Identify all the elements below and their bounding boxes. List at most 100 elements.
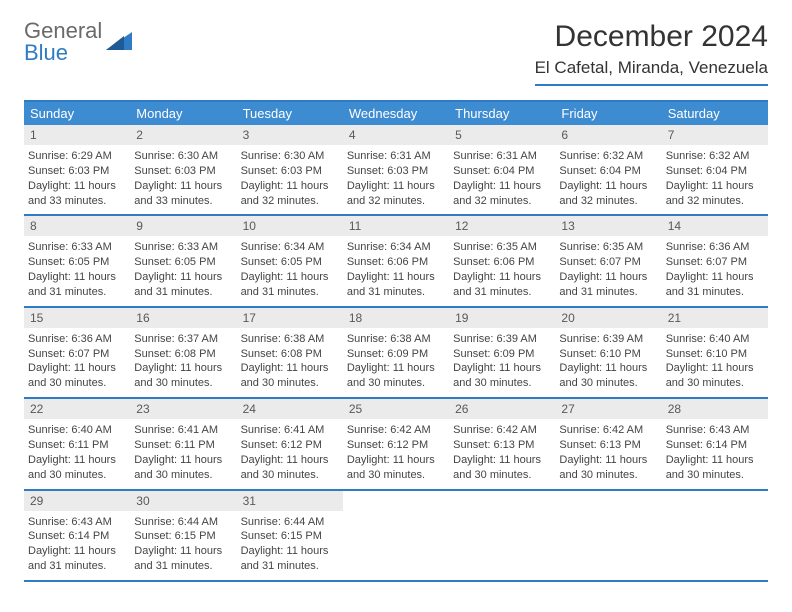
daylight-text: Daylight: 11 hours and 31 minutes. [28, 270, 126, 300]
week-row: 29Sunrise: 6:43 AMSunset: 6:14 PMDayligh… [24, 491, 768, 582]
day-header: Saturday [662, 102, 768, 125]
daylight-text: Daylight: 11 hours and 30 minutes. [241, 453, 339, 483]
daylight-text: Daylight: 11 hours and 31 minutes. [241, 270, 339, 300]
day-number: 31 [237, 491, 343, 511]
sunrise-text: Sunrise: 6:38 AM [347, 332, 445, 347]
title-block: December 2024 El Cafetal, Miranda, Venez… [535, 20, 768, 86]
day-content: Sunrise: 6:40 AMSunset: 6:10 PMDaylight:… [662, 328, 768, 391]
header: General Blue December 2024 El Cafetal, M… [24, 20, 768, 86]
sunset-text: Sunset: 6:13 PM [559, 438, 657, 453]
day-content: Sunrise: 6:35 AMSunset: 6:07 PMDaylight:… [555, 236, 661, 299]
daylight-text: Daylight: 11 hours and 30 minutes. [241, 361, 339, 391]
sunset-text: Sunset: 6:06 PM [453, 255, 551, 270]
day-cell: 15Sunrise: 6:36 AMSunset: 6:07 PMDayligh… [24, 308, 130, 397]
week-row: 8Sunrise: 6:33 AMSunset: 6:05 PMDaylight… [24, 216, 768, 307]
day-content: Sunrise: 6:43 AMSunset: 6:14 PMDaylight:… [24, 511, 130, 574]
daylight-text: Daylight: 11 hours and 32 minutes. [559, 179, 657, 209]
day-header: Wednesday [343, 102, 449, 125]
sunrise-text: Sunrise: 6:40 AM [666, 332, 764, 347]
day-content: Sunrise: 6:42 AMSunset: 6:13 PMDaylight:… [555, 419, 661, 482]
daylight-text: Daylight: 11 hours and 30 minutes. [134, 361, 232, 391]
daylight-text: Daylight: 11 hours and 31 minutes. [241, 544, 339, 574]
day-number: 9 [130, 216, 236, 236]
day-content: Sunrise: 6:38 AMSunset: 6:08 PMDaylight:… [237, 328, 343, 391]
day-cell: 2Sunrise: 6:30 AMSunset: 6:03 PMDaylight… [130, 125, 236, 214]
daylight-text: Daylight: 11 hours and 31 minutes. [347, 270, 445, 300]
day-cell [343, 491, 449, 580]
sunset-text: Sunset: 6:04 PM [559, 164, 657, 179]
day-content: Sunrise: 6:32 AMSunset: 6:04 PMDaylight:… [662, 145, 768, 208]
day-number: 16 [130, 308, 236, 328]
day-cell: 19Sunrise: 6:39 AMSunset: 6:09 PMDayligh… [449, 308, 555, 397]
sunrise-text: Sunrise: 6:43 AM [666, 423, 764, 438]
day-number: 17 [237, 308, 343, 328]
sunrise-text: Sunrise: 6:44 AM [134, 515, 232, 530]
sunrise-text: Sunrise: 6:42 AM [559, 423, 657, 438]
daylight-text: Daylight: 11 hours and 30 minutes. [666, 453, 764, 483]
sunrise-text: Sunrise: 6:33 AM [134, 240, 232, 255]
daylight-text: Daylight: 11 hours and 32 minutes. [347, 179, 445, 209]
day-number: 29 [24, 491, 130, 511]
logo-triangle-icon [106, 30, 132, 55]
sunset-text: Sunset: 6:15 PM [134, 529, 232, 544]
sunset-text: Sunset: 6:06 PM [347, 255, 445, 270]
daylight-text: Daylight: 11 hours and 30 minutes. [666, 361, 764, 391]
sunset-text: Sunset: 6:11 PM [28, 438, 126, 453]
day-header: Monday [130, 102, 236, 125]
sunset-text: Sunset: 6:03 PM [28, 164, 126, 179]
sunset-text: Sunset: 6:04 PM [453, 164, 551, 179]
day-content: Sunrise: 6:32 AMSunset: 6:04 PMDaylight:… [555, 145, 661, 208]
sunset-text: Sunset: 6:08 PM [241, 347, 339, 362]
sunrise-text: Sunrise: 6:32 AM [559, 149, 657, 164]
logo-line1: General [24, 20, 102, 42]
day-content: Sunrise: 6:30 AMSunset: 6:03 PMDaylight:… [237, 145, 343, 208]
day-header: Sunday [24, 102, 130, 125]
sunrise-text: Sunrise: 6:42 AM [453, 423, 551, 438]
day-content: Sunrise: 6:31 AMSunset: 6:03 PMDaylight:… [343, 145, 449, 208]
day-number: 1 [24, 125, 130, 145]
day-number: 7 [662, 125, 768, 145]
day-content: Sunrise: 6:35 AMSunset: 6:06 PMDaylight:… [449, 236, 555, 299]
day-cell: 20Sunrise: 6:39 AMSunset: 6:10 PMDayligh… [555, 308, 661, 397]
week-row: 15Sunrise: 6:36 AMSunset: 6:07 PMDayligh… [24, 308, 768, 399]
day-number: 26 [449, 399, 555, 419]
daylight-text: Daylight: 11 hours and 30 minutes. [28, 361, 126, 391]
sunrise-text: Sunrise: 6:36 AM [666, 240, 764, 255]
day-cell [449, 491, 555, 580]
day-cell: 4Sunrise: 6:31 AMSunset: 6:03 PMDaylight… [343, 125, 449, 214]
day-content: Sunrise: 6:29 AMSunset: 6:03 PMDaylight:… [24, 145, 130, 208]
day-content: Sunrise: 6:41 AMSunset: 6:11 PMDaylight:… [130, 419, 236, 482]
day-cell: 17Sunrise: 6:38 AMSunset: 6:08 PMDayligh… [237, 308, 343, 397]
day-cell: 6Sunrise: 6:32 AMSunset: 6:04 PMDaylight… [555, 125, 661, 214]
sunrise-text: Sunrise: 6:34 AM [347, 240, 445, 255]
sunset-text: Sunset: 6:14 PM [666, 438, 764, 453]
daylight-text: Daylight: 11 hours and 30 minutes. [347, 361, 445, 391]
sunset-text: Sunset: 6:05 PM [134, 255, 232, 270]
day-cell [662, 491, 768, 580]
day-content: Sunrise: 6:40 AMSunset: 6:11 PMDaylight:… [24, 419, 130, 482]
sunset-text: Sunset: 6:03 PM [347, 164, 445, 179]
week-row: 22Sunrise: 6:40 AMSunset: 6:11 PMDayligh… [24, 399, 768, 490]
sunset-text: Sunset: 6:15 PM [241, 529, 339, 544]
sunrise-text: Sunrise: 6:41 AM [134, 423, 232, 438]
sunrise-text: Sunrise: 6:38 AM [241, 332, 339, 347]
daylight-text: Daylight: 11 hours and 31 minutes. [559, 270, 657, 300]
day-cell: 22Sunrise: 6:40 AMSunset: 6:11 PMDayligh… [24, 399, 130, 488]
day-number: 23 [130, 399, 236, 419]
sunset-text: Sunset: 6:03 PM [241, 164, 339, 179]
calendar: SundayMondayTuesdayWednesdayThursdayFrid… [24, 100, 768, 582]
day-number: 6 [555, 125, 661, 145]
sunrise-text: Sunrise: 6:42 AM [347, 423, 445, 438]
daylight-text: Daylight: 11 hours and 31 minutes. [134, 270, 232, 300]
daylight-text: Daylight: 11 hours and 30 minutes. [453, 361, 551, 391]
day-number: 12 [449, 216, 555, 236]
day-number: 8 [24, 216, 130, 236]
day-content: Sunrise: 6:42 AMSunset: 6:12 PMDaylight:… [343, 419, 449, 482]
day-content: Sunrise: 6:31 AMSunset: 6:04 PMDaylight:… [449, 145, 555, 208]
day-content: Sunrise: 6:43 AMSunset: 6:14 PMDaylight:… [662, 419, 768, 482]
daylight-text: Daylight: 11 hours and 30 minutes. [347, 453, 445, 483]
day-number: 3 [237, 125, 343, 145]
sunset-text: Sunset: 6:10 PM [666, 347, 764, 362]
day-number: 18 [343, 308, 449, 328]
sunset-text: Sunset: 6:08 PM [134, 347, 232, 362]
